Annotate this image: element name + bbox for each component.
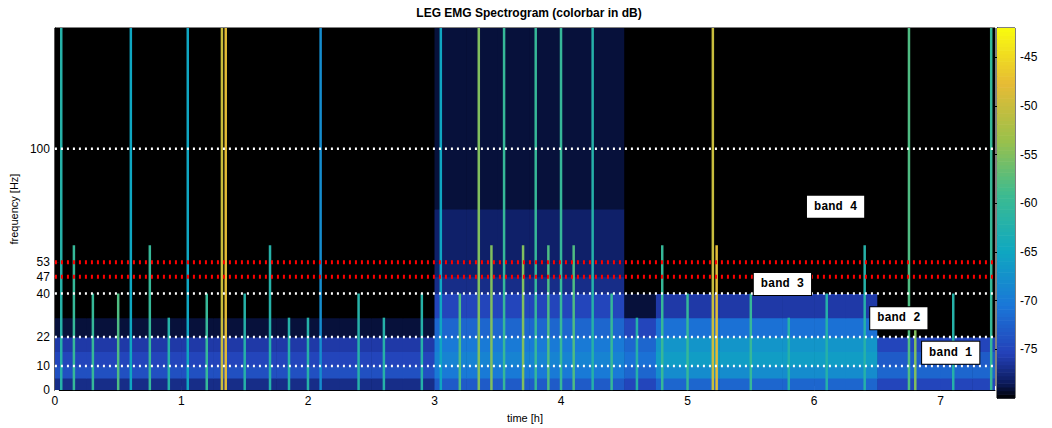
svg-text:1: 1 xyxy=(178,394,185,408)
svg-text:7: 7 xyxy=(937,394,944,408)
svg-text:40: 40 xyxy=(37,287,51,301)
svg-text:0: 0 xyxy=(43,383,50,397)
svg-text:47: 47 xyxy=(37,270,51,284)
svg-text:6: 6 xyxy=(811,394,818,408)
svg-text:53: 53 xyxy=(37,255,51,269)
svg-text:10: 10 xyxy=(37,359,51,373)
svg-text:-45: -45 xyxy=(1020,50,1038,64)
svg-text:4: 4 xyxy=(558,394,565,408)
svg-text:0: 0 xyxy=(52,394,59,408)
svg-text:band 3: band 3 xyxy=(761,277,804,291)
svg-text:3: 3 xyxy=(431,394,438,408)
svg-text:2: 2 xyxy=(305,394,312,408)
svg-text:5: 5 xyxy=(684,394,691,408)
svg-text:-60: -60 xyxy=(1020,196,1038,210)
svg-text:-50: -50 xyxy=(1020,99,1038,113)
svg-text:LEG EMG Spectrogram (colorbar: LEG EMG Spectrogram (colorbar in dB) xyxy=(416,6,641,20)
svg-text:100: 100 xyxy=(30,142,50,156)
svg-text:-75: -75 xyxy=(1020,342,1038,356)
svg-text:frequency [Hz]: frequency [Hz] xyxy=(8,174,20,245)
svg-text:22: 22 xyxy=(37,330,51,344)
svg-text:-65: -65 xyxy=(1020,245,1038,259)
svg-text:time [h]: time [h] xyxy=(507,412,543,424)
svg-text:band 1: band 1 xyxy=(929,346,972,360)
svg-text:band 2: band 2 xyxy=(877,311,920,325)
svg-text:-70: -70 xyxy=(1020,294,1038,308)
svg-text:band 4: band 4 xyxy=(814,200,857,214)
svg-text:-55: -55 xyxy=(1020,148,1038,162)
